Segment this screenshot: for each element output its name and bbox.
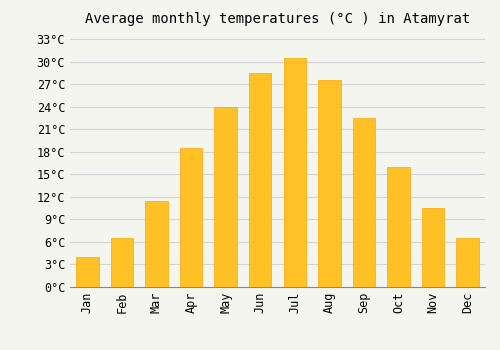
Bar [318,80,340,287]
Bar [284,58,306,287]
Bar [145,201,168,287]
Bar [214,107,237,287]
Title: Average monthly temperatures (°C ) in Atamyrat: Average monthly temperatures (°C ) in At… [85,12,470,26]
Bar [180,148,203,287]
Bar [249,73,272,287]
Bar [110,238,133,287]
Bar [388,167,410,287]
Bar [76,257,98,287]
Bar [456,238,479,287]
Bar [422,208,444,287]
Bar [352,118,375,287]
